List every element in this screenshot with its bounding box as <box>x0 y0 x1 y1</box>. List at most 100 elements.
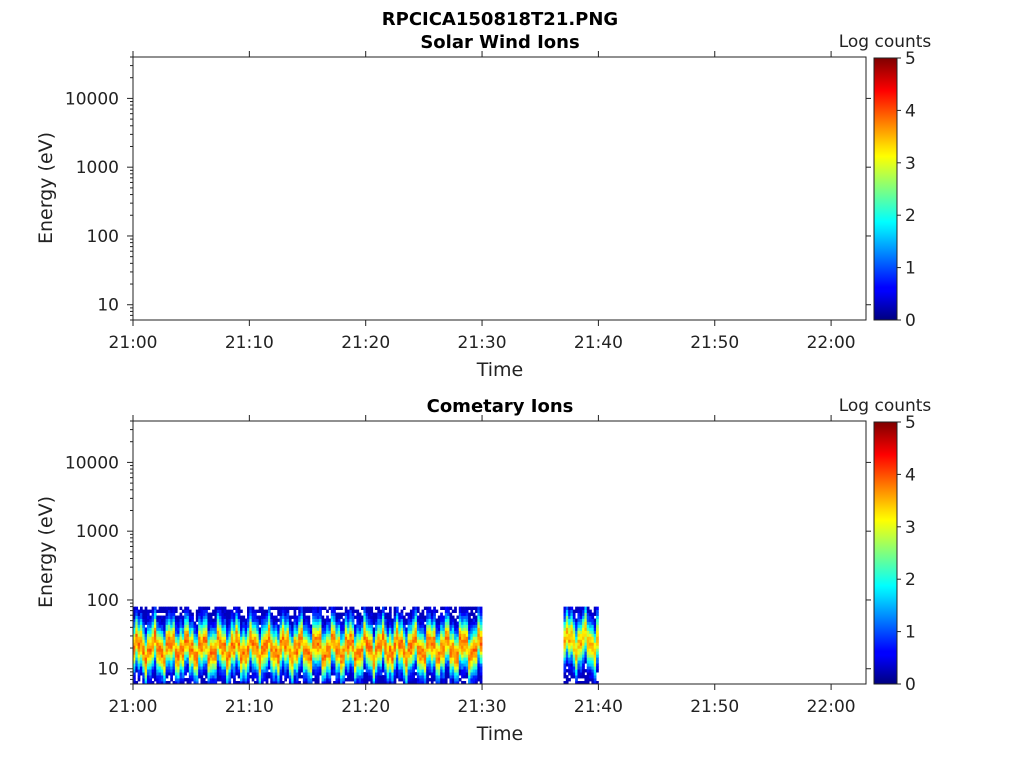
spectrogram-cell <box>314 630 318 634</box>
spectrogram-cell <box>388 621 392 625</box>
spectrogram-cell <box>475 642 478 646</box>
spectrogram-cell <box>461 636 464 640</box>
spectrogram-cell <box>267 642 271 646</box>
spectrogram-cell <box>214 609 218 613</box>
spectrogram-cell <box>379 666 383 670</box>
spectrogram-cell <box>288 645 292 649</box>
spectrogram-cell <box>277 606 280 611</box>
spectrogram-cell <box>235 618 239 622</box>
spectrogram-cell <box>191 639 194 643</box>
spectrogram-cell <box>421 654 425 658</box>
spectrogram-cell <box>279 633 283 637</box>
spectrogram-cell <box>300 618 304 622</box>
spectrogram-cell <box>570 615 574 619</box>
spectrogram-cell <box>416 624 420 628</box>
spectrogram-cell <box>219 669 222 673</box>
spectrogram-cell <box>365 642 369 646</box>
spectrogram-cell <box>139 606 143 611</box>
spectrogram-cell <box>277 630 280 634</box>
spectrogram-cell <box>409 657 413 661</box>
spectrogram-cell <box>586 675 590 679</box>
spectrogram-cell <box>333 648 336 652</box>
spectrogram-cell <box>200 681 204 684</box>
spectrogram-cell <box>570 630 574 634</box>
spectrogram-cell <box>384 645 388 649</box>
spectrogram-cell <box>596 669 599 673</box>
spectrogram-cell <box>344 636 348 640</box>
spectrogram-cell <box>568 648 571 652</box>
spectrogram-cell <box>426 669 429 673</box>
spectrogram-cell <box>381 651 385 655</box>
spectrogram-cell <box>216 648 220 652</box>
spectrogram-cell <box>312 648 315 652</box>
spectrogram-cell <box>251 606 255 611</box>
spectrogram-cell <box>151 609 155 613</box>
spectrogram-cell <box>228 648 232 652</box>
spectrogram-cell <box>412 636 415 640</box>
spectrogram-cell <box>412 624 415 628</box>
spectrogram-cell <box>330 672 334 676</box>
spectrogram-cell <box>284 666 287 670</box>
spectrogram-cell <box>188 681 192 684</box>
spectrogram-cell <box>156 639 159 643</box>
spectrogram-cell <box>144 672 148 676</box>
spectrogram-cell <box>586 639 590 643</box>
spectrogram-cell <box>214 678 218 682</box>
spectrogram-cell <box>153 675 157 679</box>
spectrogram-cell <box>302 651 306 655</box>
spectrogram-cell <box>302 666 306 670</box>
spectrogram-cell <box>160 663 164 667</box>
spectrogram-cell <box>579 672 583 676</box>
spectrogram-cell <box>200 672 204 676</box>
spectrogram-cell <box>149 663 153 667</box>
spectrogram-cell <box>468 663 471 667</box>
spectrogram-cell <box>254 675 257 679</box>
spectrogram-cell <box>407 657 411 661</box>
spectrogram-cell <box>200 675 204 679</box>
spectrogram-cell <box>405 633 408 637</box>
spectrogram-cell <box>356 663 360 667</box>
spectrogram-cell <box>214 612 218 616</box>
spectrogram-cell <box>314 606 318 611</box>
spectrogram-cell <box>375 669 378 673</box>
y-tick-label: 1000 <box>76 522 119 542</box>
spectrogram-cell <box>577 639 581 643</box>
spectrogram-cell <box>249 648 253 652</box>
spectrogram-cell <box>316 609 320 613</box>
spectrogram-cell <box>477 642 481 646</box>
spectrogram-cell <box>237 630 241 634</box>
spectrogram-cell <box>307 669 311 673</box>
spectrogram-cell <box>437 642 441 646</box>
spectrogram-cell <box>254 681 257 684</box>
spectrogram-cell <box>153 612 157 616</box>
spectrogram-cell <box>321 681 325 684</box>
spectrogram-cell <box>193 678 197 682</box>
spectrogram-cell <box>221 657 225 661</box>
spectrogram-cell <box>179 660 183 664</box>
spectrogram-cell <box>221 636 225 640</box>
spectrogram-cell <box>267 672 271 676</box>
spectrogram-cell <box>156 630 159 634</box>
spectrogram-cell <box>312 666 315 670</box>
spectrogram-cell <box>335 666 339 670</box>
spectrogram-cell <box>428 636 432 640</box>
spectrogram-cell <box>451 660 455 664</box>
spectrogram-cell <box>477 672 481 676</box>
spectrogram-cell <box>470 651 474 655</box>
spectrogram-cell <box>370 657 374 661</box>
spectrogram-cell <box>242 651 246 655</box>
spectrogram-cell <box>163 618 166 622</box>
spectrogram-cell <box>233 654 236 658</box>
spectrogram-cell <box>207 666 211 670</box>
spectrogram-cell <box>377 645 381 649</box>
spectrogram-cell <box>316 636 320 640</box>
spectrogram-cell <box>381 645 385 649</box>
spectrogram-cell <box>582 669 585 673</box>
spectrogram-cell <box>274 666 278 670</box>
spectrogram-cell <box>249 633 253 637</box>
spectrogram-cell <box>405 642 408 646</box>
spectrogram-cell <box>563 618 567 622</box>
spectrogram-cell <box>577 660 581 664</box>
spectrogram-cell <box>193 627 197 631</box>
spectrogram-cell <box>244 645 248 649</box>
